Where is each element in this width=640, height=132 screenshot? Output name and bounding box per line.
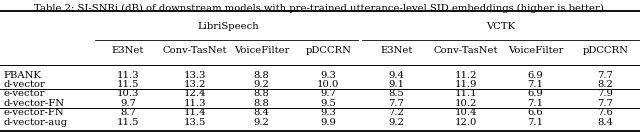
Text: 7.1: 7.1 (527, 117, 543, 127)
Text: 12.0: 12.0 (455, 117, 477, 127)
Text: 13.5: 13.5 (184, 117, 206, 127)
Text: VoiceFilter: VoiceFilter (508, 46, 563, 55)
Text: d-vector-aug: d-vector-aug (3, 117, 67, 127)
Text: pDCCRN: pDCCRN (582, 46, 628, 55)
Text: 13.2: 13.2 (184, 80, 206, 89)
Text: 8.2: 8.2 (597, 80, 613, 89)
Text: e-vector: e-vector (3, 89, 45, 98)
Text: 8.4: 8.4 (597, 117, 613, 127)
Text: 7.2: 7.2 (388, 108, 404, 117)
Text: 9.1: 9.1 (388, 80, 404, 89)
Text: 11.5: 11.5 (117, 80, 140, 89)
Text: 10.3: 10.3 (117, 89, 140, 98)
Text: 10.2: 10.2 (455, 99, 477, 108)
Text: VoiceFilter: VoiceFilter (234, 46, 289, 55)
Text: 11.2: 11.2 (455, 71, 477, 80)
Text: Conv-TasNet: Conv-TasNet (434, 46, 499, 55)
Text: 7.7: 7.7 (388, 99, 404, 108)
Text: d-vector-FN: d-vector-FN (3, 99, 64, 108)
Text: 9.4: 9.4 (388, 71, 404, 80)
Text: 9.2: 9.2 (253, 80, 269, 89)
Text: 10.4: 10.4 (455, 108, 477, 117)
Text: 8.4: 8.4 (253, 108, 269, 117)
Text: 7.7: 7.7 (597, 99, 613, 108)
Text: 8.8: 8.8 (253, 89, 269, 98)
Text: 6.9: 6.9 (528, 89, 543, 98)
Text: E3Net: E3Net (380, 46, 413, 55)
Text: Conv-TasNet: Conv-TasNet (163, 46, 227, 55)
Text: 9.7: 9.7 (120, 99, 136, 108)
Text: 9.7: 9.7 (320, 89, 336, 98)
Text: VCTK: VCTK (486, 22, 515, 31)
Text: 7.6: 7.6 (597, 108, 613, 117)
Text: 7.9: 7.9 (597, 89, 613, 98)
Text: 7.1: 7.1 (527, 99, 543, 108)
Text: 9.2: 9.2 (253, 117, 269, 127)
Text: Table 2: SI-SNRi (dB) of downstream models with pre-trained utterance-level SID : Table 2: SI-SNRi (dB) of downstream mode… (33, 4, 607, 13)
Text: FBANK: FBANK (3, 71, 41, 80)
Text: 11.3: 11.3 (184, 99, 206, 108)
Text: 8.5: 8.5 (388, 89, 404, 98)
Text: 8.8: 8.8 (253, 99, 269, 108)
Text: 9.5: 9.5 (320, 99, 336, 108)
Text: 6.6: 6.6 (528, 108, 543, 117)
Text: 8.7: 8.7 (120, 108, 136, 117)
Text: 9.3: 9.3 (320, 108, 336, 117)
Text: LibriSpeech: LibriSpeech (197, 22, 259, 31)
Text: pDCCRN: pDCCRN (305, 46, 351, 55)
Text: 7.7: 7.7 (597, 71, 613, 80)
Text: 6.9: 6.9 (528, 71, 543, 80)
Text: 11.9: 11.9 (455, 80, 477, 89)
Text: 7.1: 7.1 (527, 80, 543, 89)
Text: 11.5: 11.5 (117, 117, 140, 127)
Text: 11.3: 11.3 (117, 71, 140, 80)
Text: 9.3: 9.3 (320, 71, 336, 80)
Text: 11.1: 11.1 (454, 89, 477, 98)
Text: 9.2: 9.2 (388, 117, 404, 127)
Text: E3Net: E3Net (112, 46, 144, 55)
Text: 11.4: 11.4 (184, 108, 206, 117)
Text: 8.8: 8.8 (253, 71, 269, 80)
Text: e-vector-FN: e-vector-FN (3, 108, 64, 117)
Text: d-vector: d-vector (3, 80, 45, 89)
Text: 12.4: 12.4 (184, 89, 206, 98)
Text: 9.9: 9.9 (320, 117, 336, 127)
Text: 10.0: 10.0 (317, 80, 339, 89)
Text: 13.3: 13.3 (184, 71, 206, 80)
